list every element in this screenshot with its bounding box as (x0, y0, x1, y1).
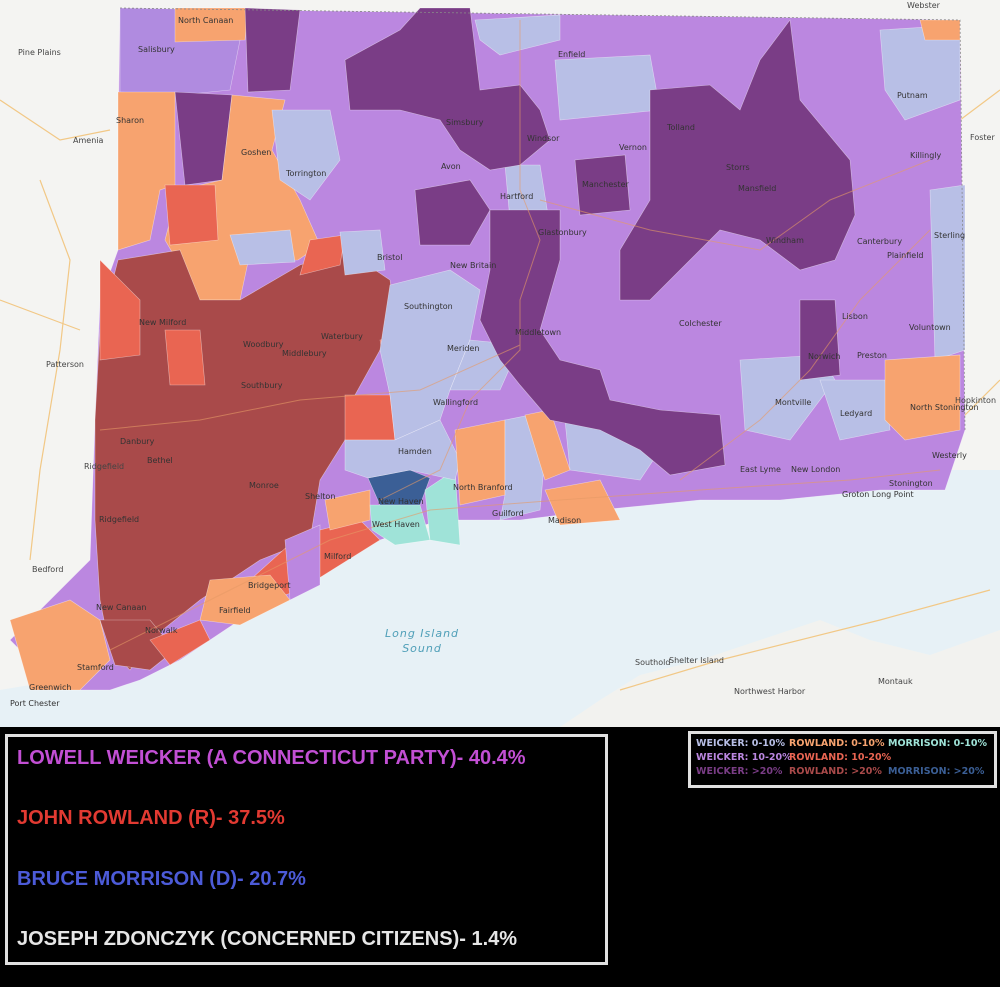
town-label: Goshen (241, 148, 272, 157)
town-label: New Canaan (96, 603, 147, 612)
state-border (119, 7, 966, 431)
outside-place-label: Amenia (73, 136, 104, 145)
outside-place-label: Hopkinton (955, 396, 997, 405)
town-label: Mansfield (738, 184, 777, 193)
town-label: Manchester (582, 180, 629, 189)
legend-morrison-gt20: MORRISON: >20% (888, 766, 985, 777)
town-label: Storrs (726, 163, 750, 172)
town-label: North Canaan (178, 16, 234, 25)
water-label-line2: Sound (402, 642, 442, 655)
town-label: New Britain (450, 261, 497, 270)
legend-weicker-10-20: WEICKER: 10-20% (696, 752, 792, 763)
legend-morrison-0-10: MORRISON: 0-10% (888, 738, 987, 749)
town-label: Shelton (305, 492, 336, 501)
town-label: Monroe (249, 481, 279, 490)
outside-place-label: Patterson (46, 360, 84, 369)
town-label: Woodbury (243, 340, 284, 349)
town-label: Stamford (77, 663, 114, 672)
town-label: Hartford (500, 192, 534, 201)
town-label: Fairfield (219, 606, 251, 615)
town-label: Preston (857, 351, 887, 360)
town-label: Salisbury (138, 45, 175, 54)
weicker-result: LOWELL WEICKER (A CONNECTICUT PARTY)- 40… (17, 747, 526, 769)
town-label: Canterbury (857, 237, 903, 246)
water-label: Long Island Sound (385, 626, 459, 656)
town-label: New Haven (378, 497, 424, 506)
town-label: Ridgefield (99, 515, 140, 524)
legend-rowland-gt20: ROWLAND: >20% (789, 766, 882, 777)
legend-rowland-10-20: ROWLAND: 10-20% (789, 752, 892, 763)
town-label: Meriden (447, 344, 480, 353)
legend-weicker-0-10: WEICKER: 0-10% (696, 738, 786, 749)
long-island (560, 620, 1000, 727)
election-map[interactable]: North Canaan Salisbury Enfield Putnam Sharon… (0, 0, 1000, 727)
town-label: Southington (404, 302, 453, 311)
town-label: East Lyme (740, 465, 781, 474)
town-label: Sharon (116, 116, 145, 125)
town-label: Enfield (558, 50, 586, 59)
zdonczyk-result: JOSEPH ZDONCZYK (CONCERNED CITIZENS)- 1.… (17, 928, 518, 950)
map-legend: WEICKER: 0-10% WEICKER: 10-20% WEICKER: … (688, 731, 997, 788)
town-label: Windsor (527, 134, 560, 143)
town-label: Wallingford (433, 398, 479, 407)
town-label: Glastonbury (538, 228, 587, 237)
town-label: Groton Long Point (842, 490, 914, 499)
outside-place-label: Pine Plains (18, 48, 61, 57)
results-panel: LOWELL WEICKER (A CONNECTICUT PARTY)- 40… (5, 734, 608, 965)
town-label: Norwich (808, 352, 841, 361)
morrison-result: BRUCE MORRISON (D)- 20.7% (17, 868, 306, 890)
town-label: Madison (548, 516, 582, 525)
town-label: Simsbury (446, 118, 484, 127)
water-label-line1: Long Island (385, 627, 460, 640)
town-label: Greenwich (29, 683, 72, 692)
town-label: Sterling (934, 231, 966, 240)
town-label: Milford (324, 552, 352, 561)
town-label: Norwalk (145, 626, 178, 635)
town-label: Colchester (679, 319, 722, 328)
town-label: Windham (766, 236, 804, 245)
outside-place-label: Bedford (32, 565, 64, 574)
town-label: Westerly (932, 451, 967, 460)
town-label: Torrington (286, 169, 327, 178)
town-label: West Haven (372, 520, 420, 529)
town-label: Hamden (398, 447, 432, 456)
outside-place-label: Foster (970, 133, 995, 142)
town-label: Southbury (241, 381, 283, 390)
legend-weicker-gt20: WEICKER: >20% (696, 766, 783, 777)
town-label: Guilford (492, 509, 524, 518)
outside-place-label: Southold (635, 658, 671, 667)
town-label: Putnam (897, 91, 928, 100)
town-label: New Milford (139, 318, 187, 327)
town-label: Plainfield (887, 251, 924, 260)
town-label: Voluntown (909, 323, 951, 332)
legend-rowland-0-10: ROWLAND: 0-10% (789, 738, 885, 749)
town-label: Middletown (515, 328, 562, 337)
town-label: Lisbon (842, 312, 868, 321)
town-label: Killingly (910, 151, 942, 160)
town-label: Bristol (377, 253, 403, 262)
town-label: Avon (441, 162, 461, 171)
outside-place-label: Montauk (878, 677, 913, 686)
town-label: Vernon (619, 143, 647, 152)
town-label: North Stonington (910, 403, 979, 412)
town-label: New London (791, 465, 841, 474)
outside-place-label: Shelter Island (669, 656, 724, 665)
town-label: North Branford (453, 483, 513, 492)
town-label: Montville (775, 398, 812, 407)
town-label: Danbury (120, 437, 155, 446)
town-label: Port Chester (10, 699, 60, 708)
town-label: Stonington (889, 479, 933, 488)
town-label: Bridgeport (248, 581, 291, 590)
town-label: Ledyard (840, 409, 873, 418)
town-label: Waterbury (321, 332, 363, 341)
connecticut-towns (9, 7, 966, 691)
outside-place-label: Ridgefield (84, 462, 125, 471)
town-label: Middlebury (282, 349, 327, 358)
outside-place-label: Webster (907, 1, 940, 10)
rowland-result: JOHN ROWLAND (R)- 37.5% (17, 807, 285, 829)
town-label: Bethel (147, 456, 173, 465)
map-canvas (0, 7, 1000, 727)
town-label: Tolland (667, 123, 695, 132)
outside-place-label: Northwest Harbor (734, 687, 806, 696)
